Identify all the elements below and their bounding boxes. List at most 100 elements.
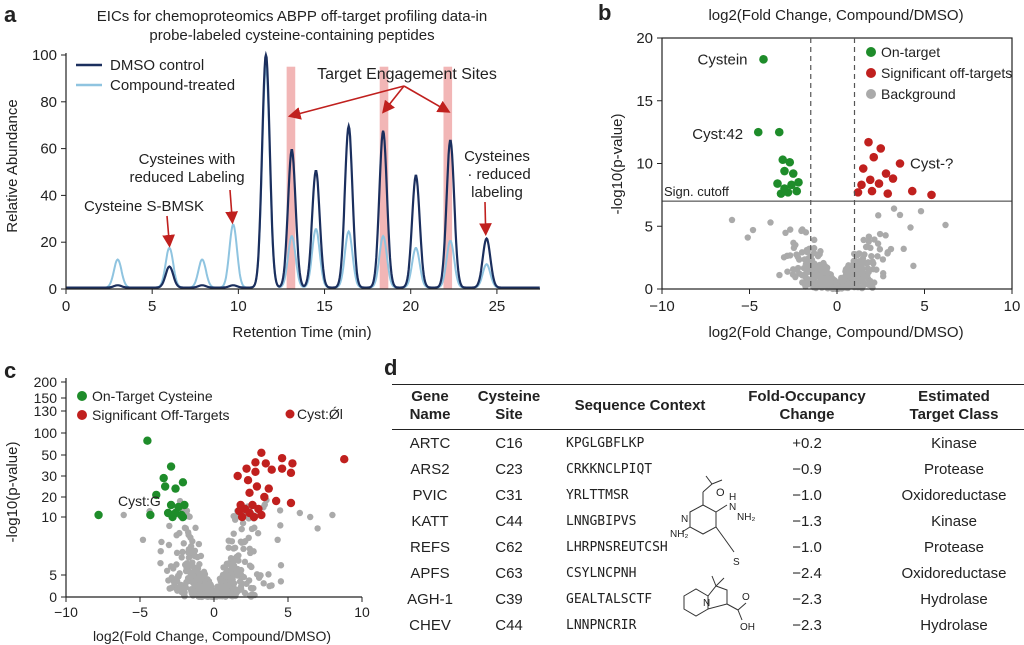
annotation-arrow-3 [403,85,451,113]
cell-fold-change: −1.0 [792,538,822,556]
background-point [195,540,203,548]
structure-1-oxygen: O [716,487,725,499]
background-point [864,259,872,266]
background-point [165,541,173,549]
background-point [177,586,184,593]
legend-marker [866,89,876,99]
background-point [254,530,262,537]
background-point [798,227,805,235]
background-point [163,567,171,574]
background-point [180,540,187,547]
table-row: ARS2 C23 CRKKNCLPIQT −0.9 Protease [392,456,1024,482]
background-point [860,236,867,244]
cell-sequence-context: CSYLNCPNH [566,565,637,581]
on-target-point [794,178,803,187]
cell-gene-name: REFS [409,538,450,556]
cell-target-class: Kinase [931,434,977,452]
off-target-point [857,180,866,190]
background-point [798,249,806,256]
background-point [871,236,878,243]
background-point [187,573,194,581]
background-point [860,273,868,280]
x-tick-label: 5 [148,298,156,315]
background-point [822,275,829,282]
legend-label: On-target [881,44,940,60]
background-point [873,266,880,273]
background-point [728,216,736,224]
background-point [197,552,205,560]
table-row: PVIC C31 YRLTTMSR −1.0 Oxidoreductase [392,482,1024,508]
background-point [241,558,249,566]
x-tick-label: 10 [230,298,247,315]
background-point [166,585,173,592]
background-point [820,259,827,267]
annotation-arrow-4 [225,189,238,225]
header-fold-occupancy: Fold-Occupancy Change [730,385,884,430]
background-point [181,524,189,532]
background-point [890,205,898,212]
legend-compound-label: Compound-treated [110,77,235,94]
cell-cysteine-site: C31 [495,486,523,504]
background-point [231,513,238,520]
y-tick-label: 150 [34,390,58,406]
background-point [749,226,757,234]
background-point [802,283,809,290]
background-point [248,525,256,533]
point-label: Cyst-? [910,156,953,173]
table-row: CHEV C44 LNNPNCRIR −2.3 Hydrolase [392,612,1024,638]
off-target-point [260,492,269,502]
cysteine-target-table: Gene Name Cysteine Site Sequence Context F… [392,385,1024,638]
panel-c-x-axis-label: log2(Fold Change, Compound/DMSO) [93,628,331,644]
legend-marker [77,391,87,401]
legend-marker [866,68,876,78]
background-point [185,546,193,553]
table-top-rule [392,384,1024,385]
on-target-point [180,500,189,510]
background-point [185,531,192,539]
background-point [189,559,196,566]
background-point [780,254,788,261]
background-point [182,567,190,575]
structure-1-nh2: NH₂ [737,512,755,523]
background-point [875,212,882,219]
background-point [166,522,173,530]
on-target-point [774,127,784,137]
on-target-point [143,436,152,445]
background-point [277,562,285,569]
background-point [329,511,336,519]
background-point [809,271,817,278]
annotation-arrow-1 [287,85,405,120]
cell-fold-change: +0.2 [792,434,822,452]
x-tick-label: 5 [284,604,292,620]
panel-b-label: b [598,0,611,25]
structure-2-n: N [703,598,710,609]
background-point [192,524,199,532]
series-line-dmso [66,50,540,289]
on-target-point [753,127,763,137]
background-point [241,538,248,546]
y-tick-label: 130 [34,403,58,419]
header-fold-line2: Change [779,406,835,423]
background-point [228,575,236,582]
cell-sequence-context: LNNGBIPVS [566,513,637,529]
header-fold-line1: Fold-Occupancy [748,388,866,405]
cell-target-class: Kinase [931,512,977,530]
on-target-point [159,473,168,483]
background-point [245,534,252,542]
background-point [173,549,181,557]
annotation-reduced-right-2: · reduced [467,166,530,183]
x-tick-label: 25 [489,298,506,315]
annotation-reduced-right-1: Cysteines [464,148,530,165]
cell-target-class: Hydrolase [920,590,988,608]
background-point [158,538,165,546]
panel-b-y-axis-label: -log10(p-value) [609,114,626,215]
background-point [237,583,245,590]
background-point [248,563,255,571]
cell-sequence-context: GEALTALSCTF [566,591,653,607]
off-target-point [251,458,260,467]
point-label: Cyst:Ǿl [297,406,343,422]
background-point [183,560,191,567]
on-target-point [759,55,768,64]
y-tick-label: 30 [41,468,57,484]
